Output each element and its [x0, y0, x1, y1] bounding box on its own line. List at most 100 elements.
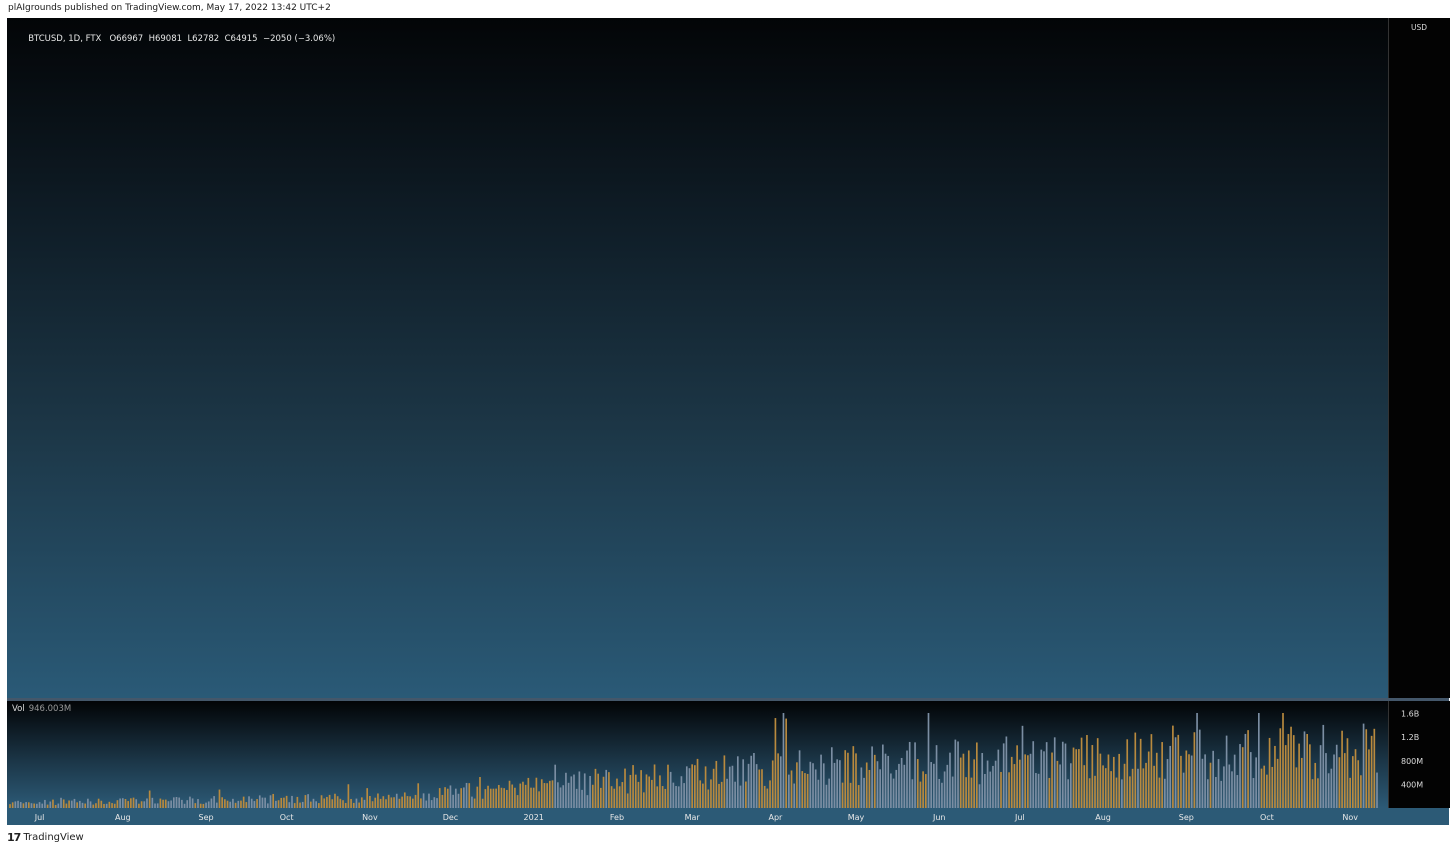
- volume-bar: [723, 755, 726, 808]
- volume-bar: [441, 794, 444, 808]
- volume-bar: [30, 803, 33, 808]
- volume-bar: [288, 802, 291, 808]
- volume-bar: [1129, 776, 1131, 808]
- volume-bar: [683, 783, 685, 808]
- volume-bar: [250, 798, 253, 808]
- time-label: Sep: [1179, 813, 1194, 822]
- volume-bar: [124, 798, 127, 808]
- volume-bar: [1298, 743, 1300, 808]
- volume-bar: [1083, 765, 1086, 808]
- volume-bar: [508, 780, 511, 808]
- volume-bar: [377, 793, 379, 808]
- volume-bar: [489, 788, 492, 808]
- volume-bar: [970, 777, 973, 808]
- volume-bar: [720, 781, 723, 808]
- volume-bar: [637, 781, 640, 808]
- volume-bar: [38, 802, 41, 808]
- volume-bar: [1067, 779, 1069, 808]
- volume-tick-label: 1.6B: [1401, 710, 1419, 719]
- volume-bar: [1123, 763, 1126, 808]
- volume-bar: [1118, 753, 1121, 808]
- volume-bar: [1349, 777, 1351, 808]
- time-label: May: [848, 813, 865, 822]
- volume-bar: [1241, 747, 1244, 808]
- volume-bar: [675, 786, 677, 808]
- volume-bar: [1053, 737, 1056, 808]
- volume-bar: [860, 767, 863, 808]
- volume-bar: [1150, 734, 1153, 808]
- volume-bar: [1078, 749, 1080, 808]
- volume-bar: [360, 797, 363, 808]
- volume-bar: [269, 795, 272, 808]
- volume-bar: [156, 803, 159, 808]
- volume-bar: [309, 801, 312, 808]
- volume-pane[interactable]: Vol 946.003M: [7, 701, 1388, 808]
- volume-bar: [857, 785, 860, 808]
- volume-chart: [9, 713, 1378, 808]
- volume-bar: [446, 788, 449, 808]
- volume-bar: [119, 798, 121, 808]
- volume-bar: [363, 799, 366, 808]
- volume-bar: [573, 774, 575, 808]
- volume-bar: [954, 739, 957, 808]
- time-label: Aug: [1095, 813, 1111, 822]
- publisher-line: plAIgrounds published on TradingView.com…: [8, 3, 331, 13]
- volume-bar: [495, 788, 497, 808]
- volume-bar: [1029, 753, 1032, 808]
- volume-bar: [927, 713, 930, 808]
- volume-bar: [538, 791, 540, 808]
- volume-bar: [1268, 737, 1271, 808]
- volume-bar: [1032, 741, 1035, 808]
- volume-bar: [750, 755, 753, 808]
- volume-bar: [519, 783, 522, 808]
- volume-bar: [143, 801, 146, 808]
- volume-bar: [825, 784, 828, 808]
- volume-bar: [1333, 754, 1335, 808]
- volume-bar: [1161, 742, 1163, 808]
- volume-bar: [138, 803, 140, 808]
- volume-bar: [957, 741, 959, 808]
- volume-bar: [398, 798, 401, 808]
- volume-bar: [855, 753, 857, 808]
- volume-bar: [1010, 756, 1013, 808]
- volume-bar: [852, 746, 855, 808]
- volume-bar: [97, 798, 100, 808]
- volume-bar: [841, 782, 844, 808]
- volume-bar: [1112, 756, 1115, 808]
- volume-bar: [906, 750, 908, 808]
- volume-bar: [1190, 755, 1193, 808]
- volume-bar: [41, 803, 44, 808]
- volume-bar: [1225, 735, 1228, 808]
- volume-bar: [745, 781, 747, 808]
- volume-bar: [653, 764, 656, 808]
- volume-bar: [369, 796, 371, 808]
- volume-bar: [540, 779, 543, 808]
- price-pane[interactable]: BTCUSD, 1D, FTX O66967 H69081 L62782 C64…: [7, 18, 1388, 698]
- volume-bar: [908, 741, 911, 808]
- volume-bar: [761, 769, 763, 808]
- volume-bar: [473, 798, 476, 808]
- volume-bar: [1013, 764, 1016, 808]
- volume-bar: [691, 764, 693, 808]
- volume-bar: [688, 768, 691, 808]
- volume-bar: [425, 800, 428, 808]
- volume-bar: [589, 775, 591, 808]
- volume-bar: [522, 781, 524, 808]
- volume-bar: [661, 786, 664, 808]
- volume-bars-group: [9, 713, 1378, 808]
- tradingview-brand[interactable]: 17 TradingView: [7, 831, 84, 844]
- volume-bar: [575, 788, 578, 808]
- volume-bar: [820, 754, 822, 808]
- volume-bar: [804, 773, 806, 808]
- volume-bar: [914, 742, 916, 808]
- volume-bar: [903, 764, 906, 808]
- volume-bar: [997, 749, 1000, 808]
- time-axis[interactable]: Jul Aug Sep Oct Nov Dec 2021 Feb Mar Apr May Jun Jul…: [7, 808, 1449, 825]
- pane-separator[interactable]: [7, 698, 1449, 701]
- volume-bar: [60, 797, 62, 808]
- price-scale[interactable]: USD8000072500665006050054500505004650042…: [1388, 18, 1450, 698]
- volume-bar: [1075, 749, 1078, 808]
- volume-bar: [1051, 752, 1053, 808]
- volume-bar: [87, 798, 89, 808]
- volume-scale[interactable]: 1.6B 1.2B 800M 400M: [1388, 701, 1450, 808]
